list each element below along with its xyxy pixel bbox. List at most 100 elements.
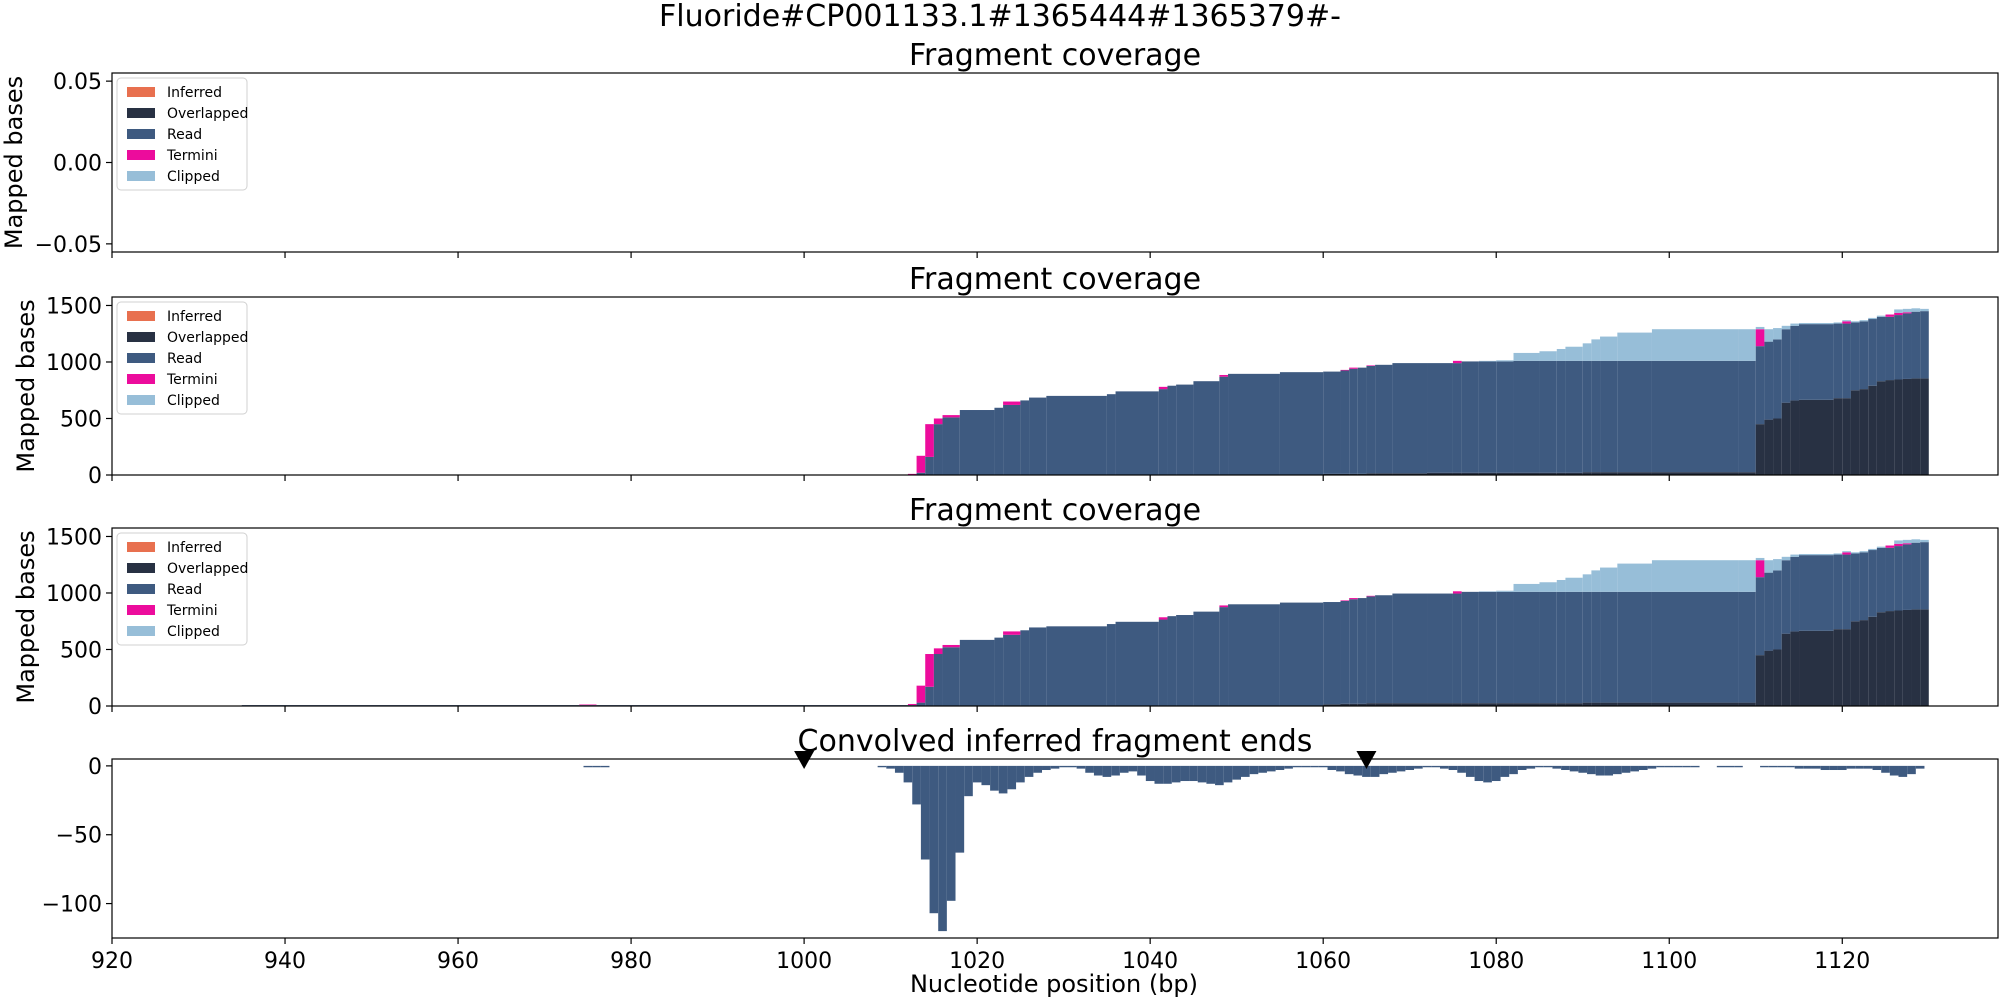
- fragment-end-bar: [1059, 765, 1068, 768]
- read-series-step: [1219, 376, 1229, 475]
- clipped-series-step: [1738, 560, 1756, 592]
- fragment-end-bar: [990, 765, 999, 791]
- overlapped-series-step: [1539, 472, 1557, 475]
- fragment-end-bar: [877, 765, 887, 768]
- fragment-end-bar: [1414, 765, 1423, 769]
- fragment-end-bar: [1050, 765, 1060, 769]
- read-series-step: [1859, 321, 1869, 390]
- read-series-step: [1920, 311, 1929, 379]
- clipped-series-step: [1764, 560, 1774, 573]
- overlapped-series-step: [1427, 472, 1453, 475]
- read-series-step: [1366, 365, 1376, 474]
- overlapped-series-step: [1738, 472, 1756, 475]
- overlapped-series-step: [1452, 472, 1462, 475]
- legend-label-termini: Termini: [166, 148, 218, 164]
- termini-series-step: [1366, 595, 1376, 597]
- read-series-step: [1876, 316, 1886, 382]
- read-series-step: [1375, 364, 1393, 474]
- termini-series-step: [1219, 605, 1229, 608]
- overlapped-series-step: [1755, 424, 1765, 475]
- fragment-end-bar: [1258, 765, 1267, 773]
- read-series-step: [1228, 373, 1280, 475]
- read-series-step: [1617, 360, 1652, 473]
- legend-label-read: Read: [167, 127, 202, 143]
- overlapped-series-step: [1799, 399, 1834, 475]
- read-series-step: [942, 647, 960, 706]
- read-series-step: [959, 410, 995, 475]
- read-series-step: [1790, 556, 1800, 632]
- fragment-end-bar: [938, 765, 947, 932]
- fragment-end-bar: [1734, 765, 1743, 768]
- fragment-end-bar: [1543, 765, 1553, 768]
- fragment-end-bar: [1638, 765, 1648, 771]
- clipped-series-step: [1920, 539, 1929, 543]
- clipped-series-step: [1539, 582, 1557, 592]
- overlapped-series-step: [1850, 390, 1860, 475]
- clipped-series-step: [1539, 351, 1557, 361]
- legend-label-read: Read: [167, 351, 202, 367]
- read-series-step: [1651, 360, 1739, 473]
- termini-series-step: [1349, 367, 1358, 369]
- clipped-series-step: [1902, 539, 1912, 544]
- read-series-step: [1115, 621, 1159, 706]
- read-series-step: [1799, 324, 1834, 400]
- clipped-series-step: [1478, 360, 1497, 362]
- fragment-end-bar: [972, 765, 982, 783]
- legend-label-clipped: Clipped: [167, 169, 220, 185]
- fragment-end-bar: [1474, 765, 1484, 782]
- overlapped-series-step: [1842, 629, 1851, 706]
- y-tick-label: 1000: [46, 582, 102, 607]
- read-series-step: [1842, 554, 1851, 630]
- read-series-step: [1565, 360, 1583, 473]
- fragment-end-bar: [1119, 765, 1129, 773]
- read-series-step: [1738, 360, 1756, 473]
- y-axis-label: Mapped bases: [12, 530, 40, 703]
- y-tick-label: −100: [42, 893, 102, 918]
- read-series-step: [1911, 542, 1921, 610]
- overlapped-series-step: [1556, 472, 1566, 475]
- legend-swatch-read: [127, 353, 155, 363]
- x-tick-label: 920: [91, 949, 133, 974]
- fragment-end-bar: [1189, 765, 1198, 782]
- fragment-end-bar: [1491, 765, 1501, 782]
- fragment-end-bar: [1664, 765, 1674, 768]
- read-series-step: [1600, 360, 1618, 473]
- x-tick-label: 1020: [949, 949, 1005, 974]
- overlapped-series-step: [1556, 703, 1566, 706]
- read-series-step: [1106, 394, 1116, 475]
- read-series-step: [1115, 391, 1159, 475]
- legend-swatch-termini: [127, 150, 155, 160]
- fragment-end-bar: [1465, 765, 1475, 777]
- read-series-step: [1859, 552, 1869, 621]
- read-series-step: [1496, 361, 1514, 473]
- legend-label-inferred: Inferred: [167, 85, 222, 101]
- overlapped-series-step: [1868, 385, 1877, 475]
- fragment-end-bar: [1292, 765, 1302, 768]
- termini-series-step: [925, 424, 934, 457]
- fragment-end-bar: [1422, 765, 1432, 768]
- read-series-step: [1349, 599, 1358, 704]
- fragment-end-bar: [1266, 765, 1276, 772]
- fragment-end-bar: [1180, 765, 1190, 782]
- fragment-end-bar: [1206, 765, 1216, 784]
- clipped-series-step: [1894, 309, 1903, 313]
- axes-frame: [111, 296, 1999, 476]
- fragment-end-bar: [1578, 765, 1588, 773]
- fragment-end-bar: [1353, 765, 1363, 776]
- read-series-step: [1582, 360, 1592, 473]
- clipped-series-step: [1513, 583, 1540, 592]
- read-series-step: [1176, 615, 1194, 706]
- fragment-end-bar: [1396, 765, 1406, 772]
- overlapped-series-step: [1478, 472, 1497, 475]
- overlapped-series-step: [1600, 702, 1618, 706]
- read-series-step: [1046, 626, 1107, 706]
- overlapped-series-step: [1617, 472, 1652, 475]
- read-series-step: [1920, 542, 1929, 610]
- read-series-step: [1781, 560, 1791, 634]
- fragment-end-bar: [1881, 765, 1890, 773]
- clipped-series-step: [1859, 551, 1869, 553]
- overlapped-series-step: [1651, 702, 1739, 706]
- legend-label-read: Read: [167, 582, 202, 598]
- overlapped-series-step: [1876, 612, 1886, 706]
- legend: Inferred Overlapped Read Termini Clipped: [116, 301, 248, 415]
